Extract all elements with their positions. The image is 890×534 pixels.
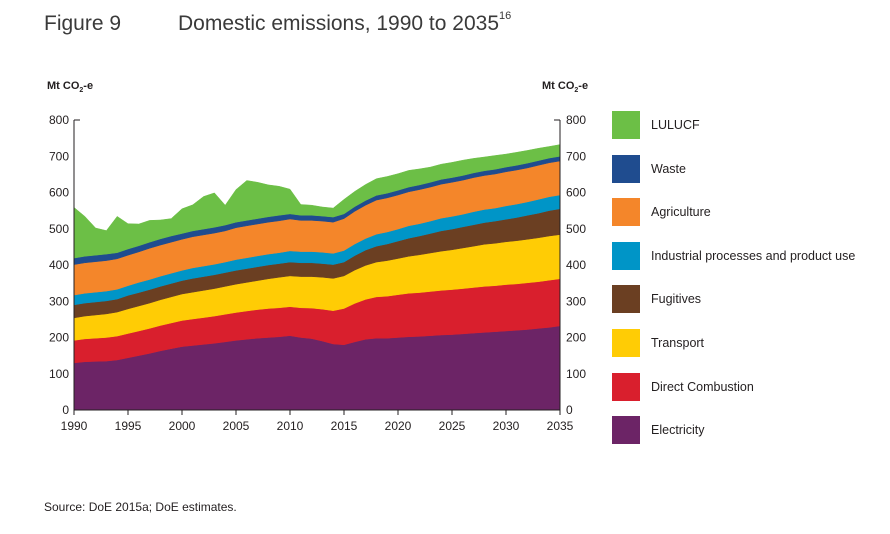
legend-label-transport: Transport xyxy=(651,336,705,350)
legend-label-electricity: Electricity xyxy=(651,423,705,438)
legend-swatch-electricity xyxy=(612,416,640,445)
x-tick-label: 1990 xyxy=(61,419,88,433)
legend-label-agriculture: Agriculture xyxy=(651,205,711,220)
y-tick-label-right: 300 xyxy=(566,294,586,308)
stacked-area-chart: 0 0 100 100 200 200 300 300 400 400 500 500 600 600 70… xyxy=(49,113,586,433)
y-tick-label-left: 400 xyxy=(49,258,69,272)
y-tick-label-right: 200 xyxy=(566,331,586,345)
y-tick-label-left: 0 xyxy=(62,403,69,417)
x-tick-label: 2025 xyxy=(439,419,466,433)
y-tick-label-right: 700 xyxy=(566,149,586,163)
figure-title-footnote: 16 xyxy=(499,10,512,22)
unit-suffix: -e xyxy=(578,80,589,92)
legend-label-lulucf: LULUCF xyxy=(651,118,700,132)
legend-swatch-agriculture xyxy=(612,198,640,227)
legend-swatch-waste xyxy=(612,154,640,183)
unit-sub: 2 xyxy=(79,87,84,95)
y-tick-label-left: 600 xyxy=(49,186,69,200)
y-axis-unit-right: Mt CO2-e xyxy=(542,80,588,94)
figure-title-text: Domestic emissions, 1990 to 2035 xyxy=(178,12,499,35)
legend-swatch-transport xyxy=(612,329,640,357)
legend-label-waste: Waste xyxy=(651,161,686,176)
legend-label-industrial-processes-and-product-use: Industrial processes and product use xyxy=(651,248,856,263)
y-tick-label-right: 600 xyxy=(566,186,586,200)
y-axis-unit-left: Mt CO2-e xyxy=(47,80,93,94)
y-tick-label-left: 500 xyxy=(49,222,69,236)
y-tick-label-left: 700 xyxy=(49,149,69,163)
y-tick-label-left: 100 xyxy=(49,367,69,381)
x-tick-label: 2005 xyxy=(223,419,250,433)
x-tick-label: 2000 xyxy=(169,419,196,433)
y-tick-label-right: 100 xyxy=(566,367,586,381)
unit-sub: 2 xyxy=(574,87,579,95)
x-tick-label: 2035 xyxy=(547,419,574,433)
y-tick-label-right: 0 xyxy=(566,403,573,417)
figure-label: Figure 9 xyxy=(44,12,122,35)
x-tick-label: 2010 xyxy=(277,419,304,433)
unit-main: Mt CO xyxy=(542,80,575,92)
legend-swatch-lulucf xyxy=(612,111,640,139)
legend-swatch-direct-combustion xyxy=(612,372,640,401)
legend-swatch-fugitives xyxy=(612,285,640,314)
y-tick-label-right: 500 xyxy=(566,222,586,236)
source-note: Source: DoE 2015a; DoE estimates. xyxy=(44,500,237,514)
y-tick-label-left: 800 xyxy=(49,113,69,127)
y-tick-label-left: 300 xyxy=(49,294,69,308)
legend-swatch-industrial-processes-and-product-use xyxy=(612,241,640,270)
legend-label-fugitives: Fugitives xyxy=(651,292,702,307)
y-tick-label-left: 200 xyxy=(49,331,69,345)
legend-label-direct-combustion: Direct Combustion xyxy=(651,379,754,394)
y-tick-label-right: 400 xyxy=(566,258,586,272)
x-tick-label: 2020 xyxy=(385,419,412,433)
figure-title: Domestic emissions, 1990 to 203516 xyxy=(178,10,512,36)
unit-suffix: -e xyxy=(83,80,94,92)
x-tick-label: 2030 xyxy=(493,419,520,433)
unit-main: Mt CO xyxy=(47,80,80,92)
y-tick-label-right: 800 xyxy=(566,113,586,127)
x-tick-label: 2015 xyxy=(331,419,358,433)
x-tick-label: 1995 xyxy=(115,419,142,433)
